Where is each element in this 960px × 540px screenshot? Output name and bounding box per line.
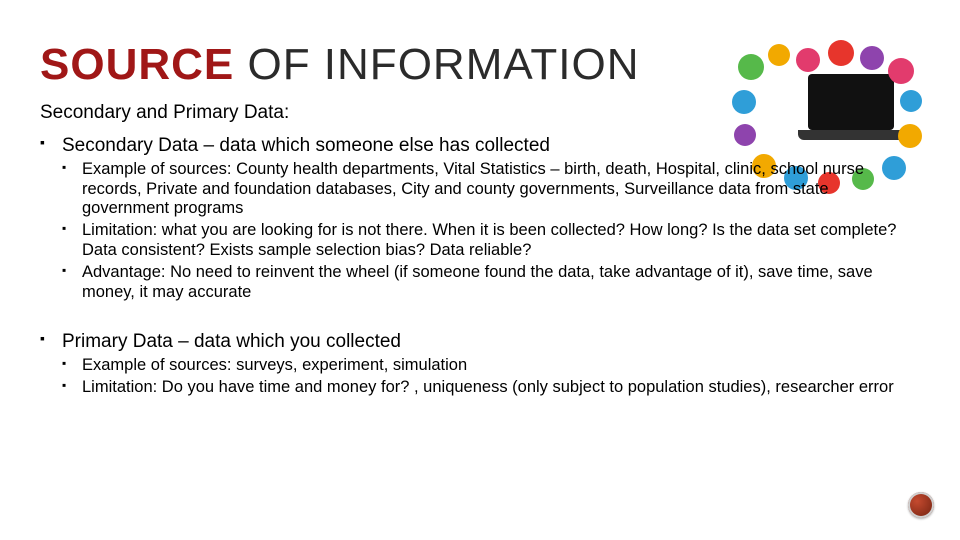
primary-sublist: Example of sources: surveys, experiment,… bbox=[62, 356, 920, 398]
bubble-icon bbox=[860, 46, 884, 70]
primary-item: Example of sources: surveys, experiment,… bbox=[62, 356, 920, 376]
secondary-item: Advantage: No need to reinvent the wheel… bbox=[62, 263, 920, 303]
primary-heading-item: Primary Data – data which you collected … bbox=[40, 330, 920, 397]
spacer bbox=[40, 308, 920, 330]
primary-item: Limitation: Do you have time and money f… bbox=[62, 378, 920, 398]
secondary-sublist: Example of sources: County health depart… bbox=[62, 160, 920, 303]
title-part-rest: OF INFORMATION bbox=[247, 40, 639, 89]
slide: SOURCE OF INFORMATION Secondary and Prim… bbox=[0, 0, 960, 540]
laptop-icon bbox=[808, 74, 894, 130]
secondary-data-block: Secondary Data – data which someone else… bbox=[40, 134, 920, 302]
bubble-icon bbox=[900, 90, 922, 112]
bubble-icon bbox=[768, 44, 790, 66]
primary-data-block: Primary Data – data which you collected … bbox=[40, 330, 920, 397]
bubble-icon bbox=[888, 58, 914, 84]
secondary-heading: Secondary Data – data which someone else… bbox=[62, 135, 550, 156]
bubble-icon bbox=[796, 48, 820, 72]
title-part-accent: SOURCE bbox=[40, 40, 247, 89]
bubble-icon bbox=[732, 90, 756, 114]
secondary-item: Limitation: what you are looking for is … bbox=[62, 221, 920, 261]
secondary-item: Example of sources: County health depart… bbox=[62, 160, 920, 219]
slide-badge-icon bbox=[908, 492, 934, 518]
primary-heading: Primary Data – data which you collected bbox=[62, 331, 401, 352]
bubble-icon bbox=[738, 54, 764, 80]
secondary-heading-item: Secondary Data – data which someone else… bbox=[40, 134, 920, 302]
bubble-icon bbox=[828, 40, 854, 66]
